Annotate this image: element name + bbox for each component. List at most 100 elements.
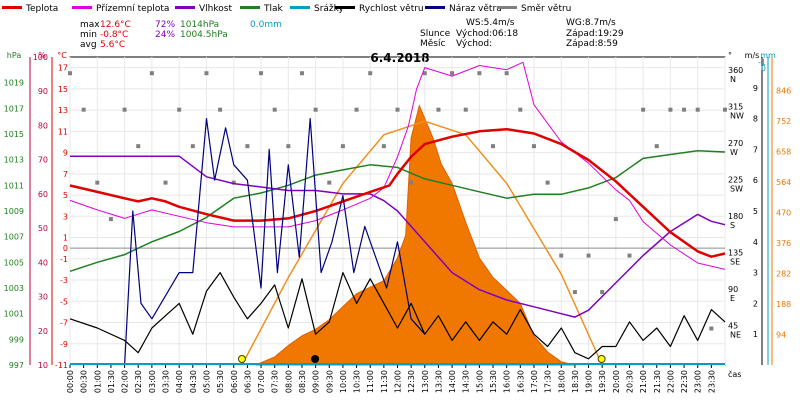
time-axis-label: čas: [728, 369, 741, 379]
solar-tick-label: 94: [776, 331, 786, 340]
wind-direction-point: [491, 144, 496, 149]
mm-tick-label: -1: [758, 58, 766, 67]
wind-direction-point: [218, 107, 223, 112]
pct-tick-label: 10: [38, 361, 48, 370]
legend-swatch-1: [72, 6, 92, 9]
wind-direction-point: [613, 217, 618, 222]
time-tick-label: 14:00: [448, 370, 457, 393]
hpa-tick-label: 997: [9, 361, 24, 370]
stats-sun-label: Slunce: [420, 29, 451, 39]
wind-direction-point: [122, 107, 127, 112]
direction-tick-label: N: [730, 75, 736, 84]
time-tick-label: 21:30: [653, 370, 662, 393]
stats-max-rain: 0.0mm: [250, 20, 282, 30]
time-tick-label: 08:00: [284, 370, 293, 393]
stats-moon-label: Měsíc: [420, 39, 445, 49]
markers: [237, 355, 606, 363]
time-tick-label: 16:00: [503, 370, 512, 393]
stats-sunset: Západ:19:29: [566, 29, 624, 39]
wind-direction-point: [695, 107, 700, 112]
time-tick-label: 19:30: [598, 370, 607, 393]
time-tick-label: 15:30: [489, 370, 498, 393]
temp-tick-label: 15: [58, 85, 68, 94]
pct-tick-label: 50: [38, 224, 48, 233]
time-tick-label: 02:00: [121, 370, 130, 393]
temp-tick-label: -11: [55, 361, 68, 370]
temp-tick-label: 7: [63, 170, 68, 179]
pct-unit: %: [38, 51, 46, 60]
legend-label-4: Srážky: [314, 4, 345, 14]
mm-unit: mm: [760, 51, 776, 60]
solar-area: [255, 104, 576, 366]
direction-tick-value: 135: [728, 249, 743, 258]
pct-tick-label: 40: [38, 258, 48, 267]
time-tick-label: 00:00: [66, 370, 75, 393]
stats-sunrise: Východ:06:18: [456, 29, 518, 39]
solar-tick-label: 470: [776, 209, 791, 218]
solar-tick-label: 752: [776, 117, 791, 126]
sunset-marker: [597, 355, 606, 363]
wind-direction-point: [654, 144, 659, 149]
stats-avg-label: avg: [80, 40, 97, 50]
wind-direction-point: [572, 290, 577, 295]
temp-unit: °C: [57, 51, 67, 60]
hpa-tick-label: 1001: [4, 310, 24, 319]
ms-tick-label: 9: [753, 84, 758, 93]
direction-tick-label: NE: [730, 331, 741, 340]
hpa-tick-label: 1011: [4, 181, 24, 190]
hpa-tick-label: 1015: [4, 130, 24, 139]
stats-block: max 12.6°C 72% 1014hPa 0.0mm min -0.8°C …: [80, 18, 624, 50]
pct-tick-label: 90: [38, 87, 48, 96]
temp-tick-label: 5: [63, 191, 68, 200]
temp-tick-label: 0: [63, 244, 68, 253]
time-tick-label: 08:30: [298, 370, 307, 393]
wind-direction-point: [95, 180, 100, 185]
temp-tick-label: 13: [58, 106, 68, 115]
direction-tick-value: 225: [728, 176, 743, 185]
direction-tick-label: E: [730, 294, 735, 303]
time-tick-label: 10:30: [353, 370, 362, 393]
legend-swatch-2: [175, 6, 195, 9]
time-tick-label: 21:00: [639, 370, 648, 393]
pct-tick-label: 80: [38, 121, 48, 130]
legend-swatch-5: [335, 6, 355, 9]
direction-tick-label: W: [730, 148, 738, 157]
stats-min-hum: 24%: [155, 30, 175, 40]
pct-tick-label: 100: [33, 53, 48, 62]
direction-tick-label: SE: [730, 258, 740, 267]
stats-moonrise: Východ:: [456, 39, 492, 49]
stats-wg: WG:8.7m/s: [566, 18, 616, 28]
legend-label-1: Přízemní teplota: [96, 4, 169, 14]
hpa-tick-label: 1017: [4, 104, 24, 113]
wind-direction-point: [136, 144, 141, 149]
wind-direction-point: [286, 144, 291, 149]
wind-direction-point: [395, 107, 400, 112]
temp-tick-label: -9: [60, 340, 68, 349]
stats-max-label: max: [80, 20, 100, 30]
time-tick-label: 04:00: [175, 370, 184, 393]
wind-direction-point: [108, 217, 113, 222]
wind-direction-point: [409, 180, 414, 185]
time-tick-label: 13:30: [434, 370, 443, 393]
wind-direction-point: [627, 253, 632, 258]
direction-tick-label: S: [730, 221, 735, 230]
time-tick-label: 07:00: [257, 370, 266, 393]
wind-direction-point: [354, 107, 359, 112]
hpa-tick-label: 1003: [4, 284, 24, 293]
time-tick-label: 17:30: [544, 370, 553, 393]
time-tick-label: 05:30: [216, 370, 225, 393]
stats-min-label: min: [80, 30, 97, 40]
time-tick-label: 00:30: [80, 370, 89, 393]
temperature-line: [69, 127, 726, 258]
wind-direction-point: [641, 107, 646, 112]
wind-direction-point: [340, 144, 345, 149]
time-tick-label: 11:30: [380, 370, 389, 393]
wind-direction-point: [149, 71, 154, 76]
direction-tick-value: 180: [728, 212, 743, 221]
pct-tick-label: 70: [38, 156, 48, 165]
wind-direction-layer: [68, 71, 727, 331]
ms-tick-label: 4: [753, 238, 758, 247]
hpa-tick-label: 1005: [4, 258, 24, 267]
time-tick-label: 03:00: [148, 370, 157, 393]
